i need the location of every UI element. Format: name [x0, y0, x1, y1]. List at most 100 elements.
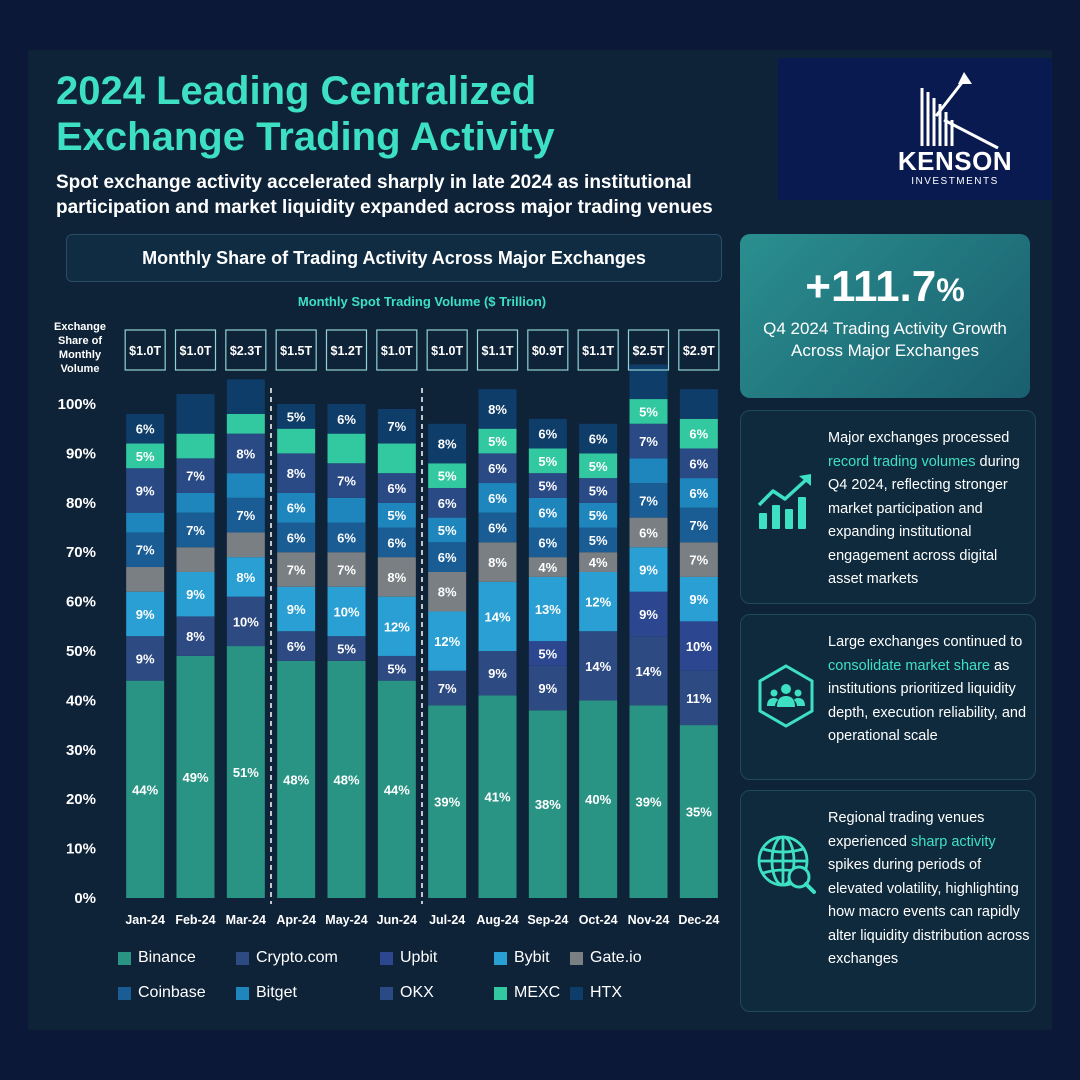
bar-segment — [478, 389, 517, 429]
insight-text: Large exchanges continued to consolidate… — [828, 634, 1027, 744]
bar-segment — [679, 670, 718, 726]
data-label: 5% — [538, 479, 557, 494]
data-label: 5% — [639, 404, 658, 419]
data-label: 10% — [233, 614, 259, 629]
bar-segment — [528, 527, 567, 558]
volume-label: $1.1T — [582, 344, 614, 358]
volume-label: $1.5T — [280, 344, 312, 358]
volume-label: $1.2T — [331, 344, 363, 358]
data-label: 6% — [538, 506, 557, 521]
bar-segment — [528, 576, 567, 642]
volume-box — [376, 329, 418, 371]
chart-legend: Binance Crypto.com Upbit Bybit Gate.io Coinba… — [118, 948, 718, 1018]
growth-chart-icon — [757, 474, 811, 529]
data-label: 6% — [387, 481, 406, 496]
data-label: 35% — [686, 805, 712, 820]
data-label: 7% — [236, 508, 255, 523]
legend-label: MEXC — [514, 984, 561, 1001]
data-label: 14% — [484, 609, 510, 624]
data-label: 7% — [287, 562, 306, 577]
bar-segment — [579, 631, 618, 701]
bar-segment — [176, 433, 215, 459]
bar-segment — [126, 567, 165, 592]
data-label: 6% — [488, 491, 507, 506]
data-label: 5% — [589, 533, 608, 548]
volume-label: $2.5T — [633, 344, 665, 358]
bar-segment — [226, 596, 265, 647]
bar-segment — [176, 458, 215, 493]
bar-segment — [327, 404, 366, 434]
bar-segment — [428, 487, 467, 518]
data-label: 6% — [689, 486, 708, 501]
insight-card-consolidation: Large exchanges continued to consolidate… — [740, 614, 1036, 780]
bar-segment — [327, 433, 366, 464]
data-label: 6% — [488, 521, 507, 536]
insight-highlight: consolidate market share — [828, 657, 990, 674]
bar-segment — [528, 557, 567, 577]
data-label: 6% — [387, 535, 406, 550]
data-label: 49% — [182, 770, 208, 785]
bar-segment — [679, 725, 718, 898]
data-label: 7% — [337, 474, 356, 489]
data-label: 6% — [287, 530, 306, 545]
bar-segment — [377, 473, 416, 503]
bar-segment — [679, 621, 718, 671]
bar-segment — [428, 517, 467, 543]
bar-segment — [528, 641, 567, 666]
data-label: 6% — [689, 456, 708, 471]
y-tick-label: 10% — [66, 841, 96, 858]
data-label: 5% — [488, 434, 507, 449]
data-label: 6% — [136, 422, 155, 437]
data-label: 8% — [387, 570, 406, 585]
data-label: 9% — [538, 681, 557, 696]
legend-swatch — [380, 951, 393, 965]
bar-segment — [176, 571, 215, 617]
legend-label: Upbit — [400, 949, 438, 966]
y-tick-label: 50% — [66, 643, 96, 660]
data-label: 8% — [488, 402, 507, 417]
legend-label: HTX — [590, 984, 622, 1001]
data-label: 6% — [589, 432, 608, 447]
bar-segment — [327, 660, 366, 898]
y-tick-label: 80% — [66, 495, 96, 512]
x-tick-label: Nov-24 — [628, 913, 670, 927]
bar-segment — [629, 399, 668, 424]
stacked-bar-chart: 0% 10% 20% 30% 40% 50% 60% 70% 80% 90% 100% 44% 9% 9%… — [58, 329, 720, 927]
legend-swatch — [236, 951, 249, 965]
bar-segment — [629, 636, 668, 706]
data-label: 10% — [333, 604, 359, 619]
kpi-unit: % — [936, 272, 965, 308]
bar-segment — [528, 418, 567, 449]
bar-segment — [679, 389, 718, 419]
y-tick-label: 40% — [66, 692, 96, 709]
legend-label: Bitget — [256, 984, 297, 1001]
x-tick-label: Aug-24 — [476, 913, 518, 927]
kpi-label: Q4 2024 Trading Activity Growth Across M… — [763, 319, 1007, 360]
data-label: 9% — [186, 587, 205, 602]
data-label: 5% — [287, 409, 306, 424]
bar-segment — [428, 705, 467, 898]
bar-segment — [428, 670, 467, 706]
bar-segment — [579, 571, 618, 632]
data-label: 5% — [136, 449, 155, 464]
bar-segment — [277, 453, 316, 493]
bar-segment — [277, 586, 316, 632]
data-label: 7% — [186, 523, 205, 538]
bar-segment — [679, 542, 718, 577]
data-label: 6% — [287, 639, 306, 654]
kpi-card: +111.7% Q4 2024 Trading Activity Growth … — [740, 234, 1030, 398]
bar-segment — [528, 497, 567, 528]
data-label: 4% — [538, 560, 557, 575]
data-label: 6% — [639, 525, 658, 540]
data-label: 5% — [387, 508, 406, 523]
data-label: 7% — [639, 493, 658, 508]
bar-segment — [126, 636, 165, 681]
bar-segment — [277, 404, 316, 429]
bar-segment — [226, 433, 265, 474]
kpi-value: +111.7% — [740, 262, 1030, 312]
x-tick-label: Feb-24 — [175, 913, 215, 927]
legend-item: OKX — [380, 983, 434, 1003]
bar-segment — [629, 458, 668, 484]
data-label: 7% — [689, 518, 708, 533]
data-label: 9% — [136, 483, 155, 498]
